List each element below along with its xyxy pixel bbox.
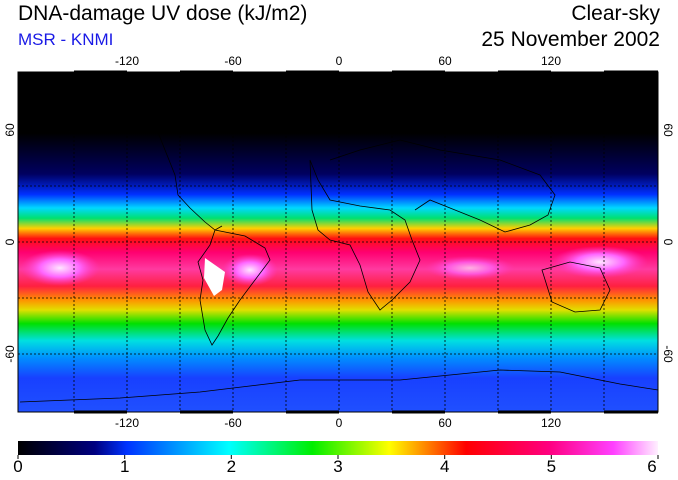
south-america-coast <box>197 229 271 346</box>
colorbar-label: 5 <box>546 457 557 476</box>
coastlines <box>19 95 659 403</box>
lon-tick-bottom: 60 <box>438 416 452 430</box>
andes-peak-area <box>204 258 225 296</box>
sky-condition-label: Clear-sky <box>571 2 660 25</box>
colorbar-label: 6 <box>647 457 657 476</box>
map-title: DNA-damage UV dose (kJ/m2) <box>18 2 308 25</box>
eurasia-coast <box>329 139 556 233</box>
lon-tick-bottom: 120 <box>540 416 562 430</box>
lon-tick-top: 60 <box>438 54 452 68</box>
colorbar-label: 4 <box>439 457 450 476</box>
antarctica-coast <box>19 369 659 403</box>
colorbar-ticks <box>17 455 659 459</box>
lon-tick-top: -60 <box>224 54 242 68</box>
date-label: 25 November 2002 <box>481 28 660 51</box>
lon-tick-top: -120 <box>114 54 140 68</box>
north-america-coast <box>19 95 223 231</box>
colorbar-label: 3 <box>333 457 343 476</box>
graticule <box>18 72 658 412</box>
colorbar <box>18 441 658 455</box>
high-dose-patch <box>222 254 278 286</box>
lon-tick-bottom: 0 <box>335 416 343 430</box>
lon-tick-bottom: -60 <box>224 416 242 430</box>
high-dose-patch <box>552 246 648 278</box>
colorbar-label: 1 <box>119 457 130 476</box>
lon-tick-bottom: -120 <box>114 416 140 430</box>
africa-coast <box>309 159 421 311</box>
source-label: MSR - KNMI <box>18 30 114 49</box>
lon-tick-top: 0 <box>335 54 343 68</box>
frame-ruler <box>74 70 658 414</box>
australia-coast <box>541 261 611 313</box>
lon-tick-top: 120 <box>540 54 562 68</box>
high-dose-patch <box>425 256 515 280</box>
colorbar-label: 0 <box>13 457 23 476</box>
high-dose-patch <box>20 250 100 286</box>
colorbar-label: 2 <box>226 457 237 476</box>
